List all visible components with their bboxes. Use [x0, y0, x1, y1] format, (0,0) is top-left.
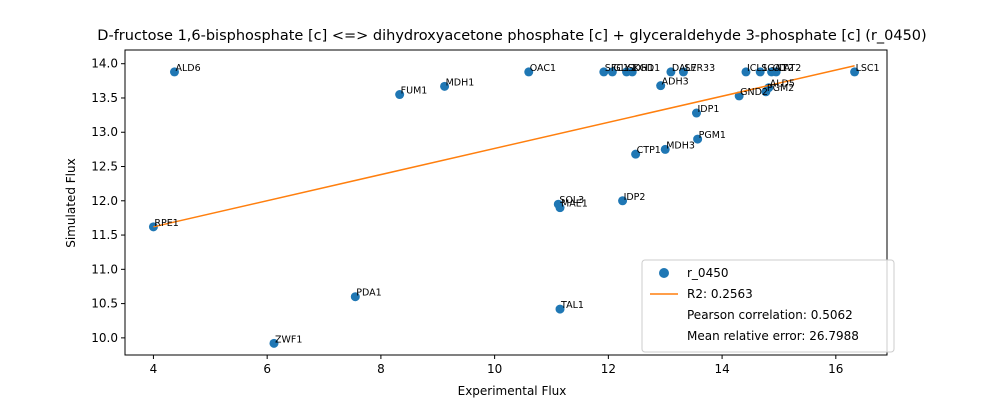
x-tick-label: 14: [714, 362, 729, 376]
data-point: [555, 304, 565, 314]
point-label: ICL1: [747, 63, 768, 74]
axis-ticks: 4 6 8 10 12 14 16 10.0 10.5 11.0 11.5 12.0 12.5 13.0 1…: [91, 57, 843, 376]
legend-entry-series: r_0450: [687, 266, 728, 280]
data-point: [755, 67, 765, 77]
data-point: [678, 67, 688, 77]
plot-frame: [124, 49, 888, 356]
point-label: ZWF1: [275, 334, 302, 345]
point-label: SOL3: [559, 195, 584, 206]
legend-marker-scatter: [659, 268, 669, 278]
data-point: [741, 67, 751, 77]
point-label: SFC1: [605, 63, 629, 74]
point-label: RPE1: [154, 218, 178, 229]
point-label: MDH1: [446, 77, 475, 88]
data-point: [555, 203, 565, 213]
point-label: PDA1: [356, 288, 381, 299]
y-tick-label: 10.5: [91, 297, 118, 311]
point-label: CAT2: [777, 63, 801, 74]
chart-title: D-fructose 1,6-bisphosphate [c] <=> dihy…: [97, 28, 926, 44]
y-tick-label: 12.0: [91, 194, 118, 208]
y-tick-label: 13.5: [91, 91, 118, 105]
data-point: [850, 67, 860, 77]
point-label: SER33: [684, 63, 715, 74]
point-label: ALD6: [175, 63, 200, 74]
data-point: [618, 196, 628, 206]
legend-entry-fit: R2: 0.2563: [687, 287, 753, 301]
data-point: [734, 91, 744, 101]
data-point: [350, 292, 360, 302]
point-label: ADH3: [662, 77, 689, 88]
point-label: TAL1: [560, 300, 584, 311]
point-label: SGA1: [761, 63, 787, 74]
point-label: KGD1: [633, 63, 660, 74]
data-point: [666, 67, 676, 77]
x-tick-label: 6: [263, 362, 271, 376]
data-point: [599, 67, 609, 77]
point-label: MAE1: [561, 199, 588, 210]
data-point: [627, 67, 637, 77]
legend: r_0450 R2: 0.2563 Pearson correlation: 0…: [641, 259, 895, 353]
data-point: [692, 108, 701, 118]
point-label: GLY1: [613, 63, 636, 74]
data-point: [440, 81, 450, 91]
point-label: MDH3: [666, 140, 695, 151]
data-point: [524, 67, 534, 77]
point-label: CIT2: [773, 63, 794, 74]
point-label: FUM1: [401, 86, 428, 97]
point-label: OAC1: [530, 63, 556, 74]
x-tick-label: 10: [487, 362, 502, 376]
point-label: CTP1: [637, 145, 661, 156]
legend-box: [641, 259, 895, 353]
point-label: IDP1: [698, 104, 720, 115]
data-point: [631, 149, 641, 159]
y-tick-label: 11.5: [91, 228, 118, 242]
legend-mre: Mean relative error: 26.7988: [687, 329, 859, 343]
y-tick-label: 13.0: [91, 125, 118, 139]
x-tick-label: 12: [601, 362, 616, 376]
data-point: [656, 81, 666, 91]
point-label: GND2: [740, 87, 768, 98]
y-axis-label: Simulated Flux: [64, 158, 78, 247]
x-tick-label: 8: [377, 362, 385, 376]
point-label: LSC1: [856, 63, 880, 74]
point-label: DAL7: [672, 63, 697, 74]
point-label: PGM1: [699, 130, 726, 141]
x-tick-label: 4: [150, 362, 158, 376]
y-tick-label: 14.0: [91, 57, 118, 71]
point-label: SDH1: [628, 63, 655, 74]
data-point: [607, 67, 617, 77]
data-point: [269, 338, 279, 348]
x-tick-label: 16: [828, 362, 843, 376]
data-point: [771, 67, 781, 77]
y-tick-label: 10.0: [91, 331, 118, 345]
y-tick-label: 12.5: [91, 160, 118, 174]
data-point: [169, 67, 179, 77]
legend-pearson: Pearson correlation: 0.5062: [687, 308, 853, 322]
fit-line: [153, 65, 855, 228]
x-axis-label: Experimental Flux: [458, 384, 567, 398]
data-point: [395, 90, 405, 100]
point-label: PGM2: [767, 83, 794, 94]
point-label: IDP2: [624, 192, 646, 203]
y-tick-label: 11.0: [91, 262, 118, 276]
point-label: ALD5: [770, 79, 795, 90]
data-point: [660, 144, 670, 154]
data-point: [693, 134, 703, 144]
